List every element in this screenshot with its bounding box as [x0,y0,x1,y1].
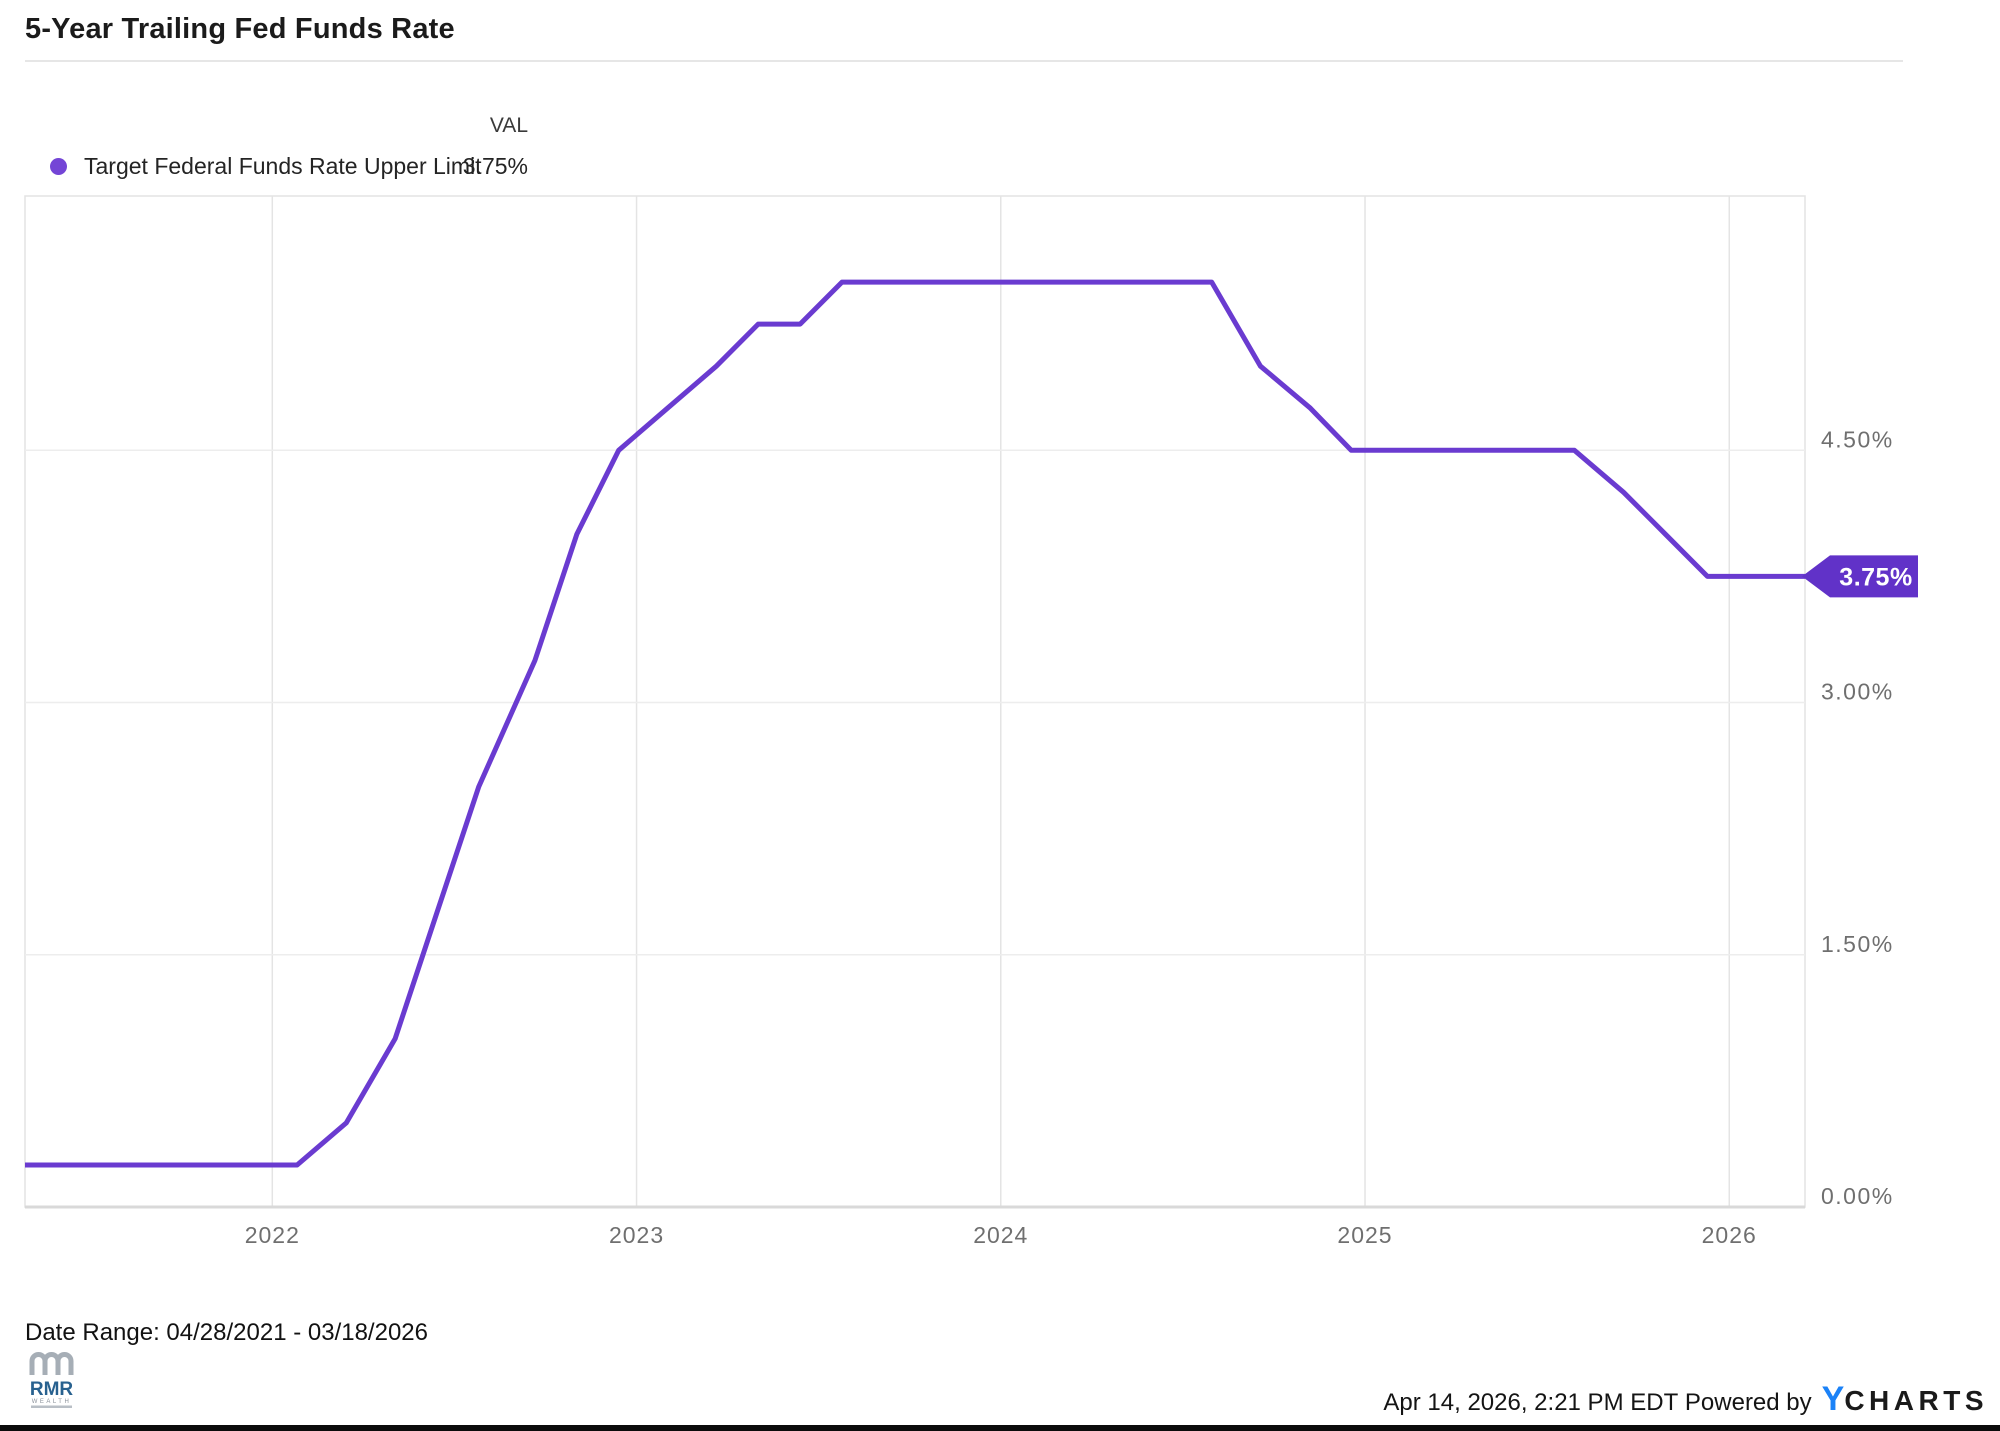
fed-funds-rate-line [25,279,1805,1168]
x-tick-label: 2024 [973,1222,1028,1248]
x-tick-label: 2025 [1337,1222,1392,1248]
date-range-label: Date Range: 04/28/2021 - 03/18/2026 [25,1319,428,1346]
page-title: 5-Year Trailing Fed Funds Rate [25,13,455,45]
ycharts-y-icon: Y [1821,1380,1845,1418]
legend-val-header: VAL [489,114,528,137]
y-tick-label: 0.00% [1821,1183,1894,1209]
footer-attribution: Apr 14, 2026, 2:21 PM EDT Powered by Y CH… [1383,1380,1988,1419]
x-tick-label: 2022 [245,1222,300,1248]
series-dot-icon [50,158,67,175]
rmr-arch-icon [29,1352,74,1375]
rmr-logo-text: RMR [30,1379,74,1400]
ycharts-logo[interactable]: Y CHARTS [1812,1380,1988,1419]
series-current-value: 3.75% [462,153,528,179]
last-value-badge [1802,555,1918,598]
window-bottom-edge [0,1425,2000,1431]
y-tick-label: 3.00% [1821,679,1894,705]
powered-by-label: Powered by [1678,1389,1812,1416]
rmr-wealth-logo: RMR WEALTH [29,1352,74,1408]
last-value-badge-label: 3.75% [1839,563,1912,591]
x-tick-label: 2026 [1702,1222,1757,1248]
y-tick-label: 4.50% [1821,426,1894,452]
title-divider [25,60,1903,62]
plot-border [24,195,1806,1208]
x-tick-label: 2023 [609,1222,664,1248]
ycharts-wordmark: CHARTS [1844,1385,1988,1416]
plot-area[interactable]: 2022 2023 2024 2025 2026 4.50% 3.00% 1.50% 0.00%… [0,0,2000,1300]
series-label: Target Federal Funds Rate Upper Limit [84,153,482,179]
rmr-logo-underline [31,1405,72,1408]
timestamp-label: Apr 14, 2026, 2:21 PM EDT [1383,1389,1679,1416]
rmr-logo-subtext: WEALTH [32,1399,72,1405]
y-tick-label: 1.50% [1821,931,1894,957]
